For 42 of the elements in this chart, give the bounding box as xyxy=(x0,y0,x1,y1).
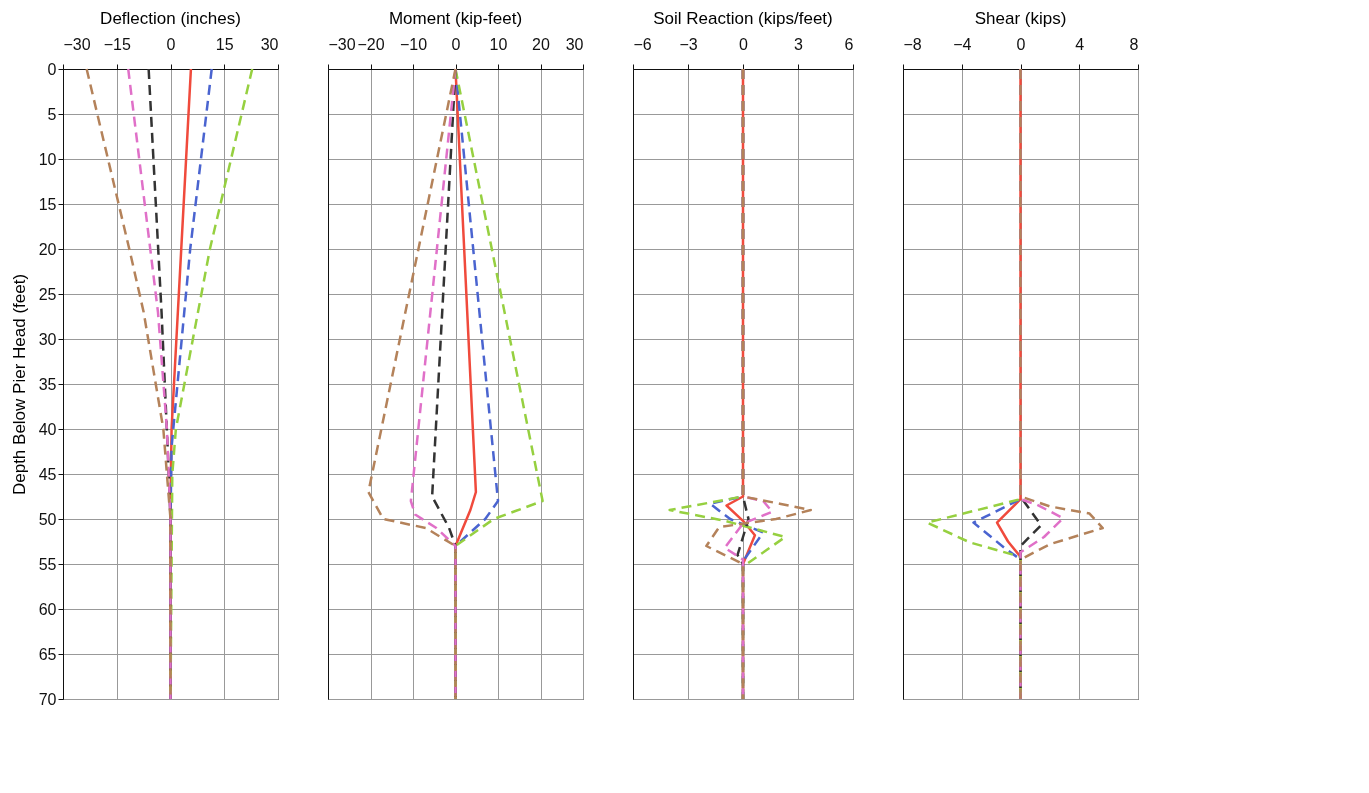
x-tick-label: 0 xyxy=(166,35,176,53)
x-tick-label: −15 xyxy=(103,35,131,53)
chart-title: Shear (kips) xyxy=(974,9,1067,28)
y-axis-title: Depth Below Pier Head (feet) xyxy=(9,273,29,496)
chart-title: Moment (kip-feet) xyxy=(388,9,523,28)
x-tick-label: 30 xyxy=(260,35,279,53)
y-tick-label: 70 xyxy=(38,690,57,708)
x-tick-label: −3 xyxy=(679,35,698,53)
y-tick-label: 50 xyxy=(38,510,57,528)
x-tick-label: −30 xyxy=(328,35,356,53)
x-tick-label: 8 xyxy=(1129,35,1139,53)
x-tick-label: 3 xyxy=(794,35,804,53)
x-tick-label: 6 xyxy=(844,35,854,53)
x-tick-label: 0 xyxy=(1016,35,1026,53)
x-tick-label: 20 xyxy=(532,35,550,53)
x-tick-label: 0 xyxy=(739,35,749,53)
y-tick-label: 35 xyxy=(38,375,57,393)
x-tick-label: −8 xyxy=(903,35,922,53)
y-tick-label: 40 xyxy=(38,420,57,438)
x-tick-label: −6 xyxy=(633,35,652,53)
x-tick-label: −4 xyxy=(953,35,972,53)
x-tick-label: −20 xyxy=(357,35,385,53)
y-tick-label: 30 xyxy=(38,330,57,348)
x-tick-label: 10 xyxy=(489,35,508,53)
x-tick-label: −30 xyxy=(63,35,91,53)
x-tick-label: 30 xyxy=(565,35,584,53)
y-tick-label: 45 xyxy=(38,465,57,483)
y-tick-label: 10 xyxy=(38,150,57,168)
y-tick-label: 0 xyxy=(47,60,57,78)
y-tick-label: 60 xyxy=(38,600,57,618)
x-tick-label: 4 xyxy=(1075,35,1085,53)
y-tick-label: 20 xyxy=(38,240,57,258)
y-tick-label: 5 xyxy=(47,105,57,123)
y-tick-label: 25 xyxy=(38,285,57,303)
y-tick-label: 15 xyxy=(38,195,57,213)
x-tick-label: −10 xyxy=(399,35,428,53)
chart-title: Soil Reaction (kips/feet) xyxy=(653,9,833,28)
chart-title: Deflection (inches) xyxy=(100,9,241,28)
y-tick-label: 55 xyxy=(38,555,57,573)
x-tick-label: 15 xyxy=(215,35,234,53)
y-tick-label: 65 xyxy=(38,645,57,663)
x-tick-label: 0 xyxy=(451,35,461,53)
